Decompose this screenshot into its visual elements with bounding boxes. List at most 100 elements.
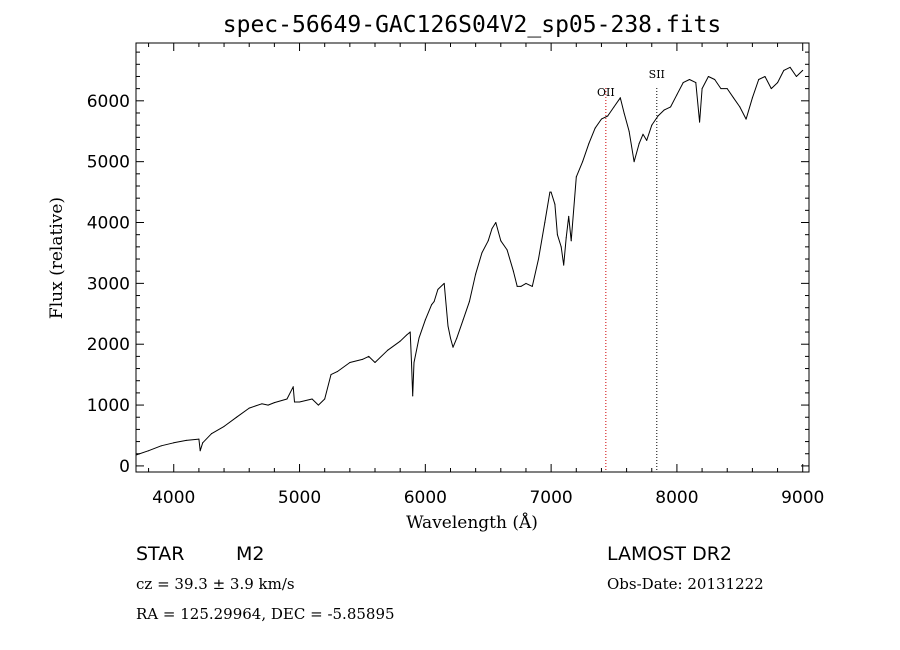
y-tick-label: 5000 — [87, 153, 130, 173]
data-point — [431, 304, 433, 306]
data-point — [568, 215, 570, 217]
x-axis-label: Wavelength (Å) — [406, 512, 538, 533]
data-point — [368, 355, 370, 357]
data-point — [248, 407, 250, 409]
x-tick-label: 8000 — [655, 488, 698, 508]
data-point — [223, 425, 225, 427]
data-point — [456, 337, 458, 339]
x-axis-ticks: 4000 5000 6000 7000 8000 9000 — [148, 43, 824, 508]
data-point — [236, 416, 238, 418]
data-point — [437, 288, 439, 290]
data-point — [516, 285, 518, 287]
data-point — [475, 273, 477, 275]
data-point — [512, 270, 514, 272]
data-point — [413, 361, 415, 363]
data-point — [506, 249, 508, 251]
data-point — [538, 258, 540, 260]
data-point — [410, 361, 412, 363]
data-point — [286, 398, 288, 400]
data-point — [682, 82, 684, 84]
data-point — [688, 79, 690, 81]
data-point — [570, 240, 572, 242]
data-point — [424, 319, 426, 321]
data-point — [563, 264, 565, 266]
data-point — [695, 82, 697, 84]
data-point — [160, 445, 162, 447]
y-tick-label: 1000 — [87, 396, 130, 416]
data-point — [550, 191, 552, 193]
coordinates: RA = 125.29964, DEC = -5.85895 — [136, 605, 395, 623]
data-point — [199, 450, 201, 452]
data-point — [520, 285, 522, 287]
data-point — [487, 240, 489, 242]
data-point — [646, 139, 648, 141]
data-point — [657, 115, 659, 117]
data-point — [299, 401, 301, 403]
data-point — [701, 88, 703, 90]
data-point — [588, 142, 590, 144]
data-point — [613, 106, 615, 108]
x-tick-label: 9000 — [781, 488, 824, 508]
data-point — [447, 325, 449, 327]
x-tick-label: 4000 — [152, 488, 195, 508]
marker-label-oii: OII — [597, 86, 615, 99]
y-tick-label: 2000 — [87, 335, 130, 355]
y-tick-label: 4000 — [87, 214, 130, 234]
data-point — [783, 69, 785, 71]
data-point — [202, 442, 204, 444]
data-point — [330, 374, 332, 376]
data-point — [418, 337, 420, 339]
data-point — [795, 75, 797, 77]
data-point — [443, 282, 445, 284]
data-point — [607, 115, 609, 117]
data-point — [135, 454, 137, 456]
data-point — [699, 121, 701, 123]
data-point — [556, 234, 558, 236]
data-point — [594, 127, 596, 129]
object-subclass: M2 — [236, 543, 264, 565]
data-point — [491, 228, 493, 230]
y-tick-label: 6000 — [87, 92, 130, 112]
data-point — [663, 109, 665, 111]
data-point — [582, 161, 584, 163]
data-point — [462, 319, 464, 321]
data-point — [311, 398, 313, 400]
chart-title: spec-56649-GAC126S04V2_sp05-238.fits — [223, 12, 722, 38]
data-point — [733, 97, 735, 99]
observation-date: Obs-Date: 20131222 — [607, 575, 764, 593]
data-point — [185, 439, 187, 441]
x-tick-label: 6000 — [404, 488, 447, 508]
data-point — [560, 246, 562, 248]
data-point — [267, 404, 269, 406]
data-point — [198, 438, 200, 440]
data-point — [452, 346, 454, 348]
data-point — [210, 433, 212, 435]
y-tick-label: 3000 — [87, 274, 130, 294]
data-point — [361, 358, 363, 360]
data-point — [405, 334, 407, 336]
data-point — [802, 69, 804, 71]
data-point — [292, 386, 294, 388]
data-point — [714, 79, 716, 81]
data-point — [409, 331, 411, 333]
data-point — [720, 88, 722, 90]
survey-name: LAMOST DR2 — [607, 543, 732, 565]
data-point — [261, 403, 263, 405]
data-point — [623, 112, 625, 114]
data-point — [324, 398, 326, 400]
data-point — [399, 340, 401, 342]
data-point — [294, 401, 296, 403]
data-point — [642, 133, 644, 135]
data-point — [481, 252, 483, 254]
data-point — [549, 191, 551, 193]
x-tick-label: 7000 — [529, 488, 572, 508]
data-point — [554, 203, 556, 205]
data-point — [349, 361, 351, 363]
spectral-line-markers: OII SII — [597, 68, 665, 472]
data-point — [433, 301, 435, 303]
data-point — [500, 240, 502, 242]
redshift-cz: cz = 39.3 ± 3.9 km/s — [136, 575, 295, 593]
data-point — [745, 118, 747, 120]
data-point — [789, 66, 791, 68]
data-point — [758, 79, 760, 81]
